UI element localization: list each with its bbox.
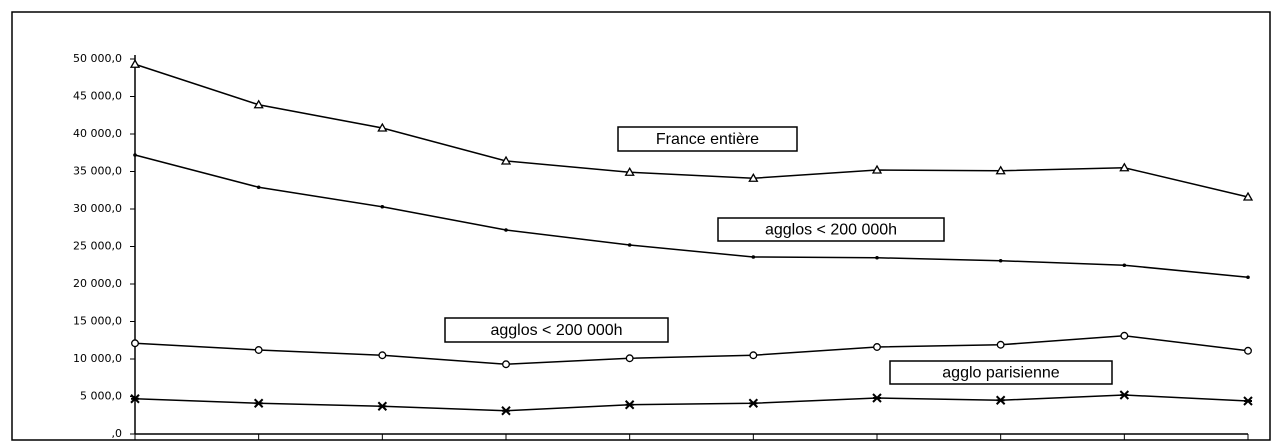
label-box	[717, 217, 945, 242]
marker	[627, 243, 632, 247]
marker	[504, 228, 508, 232]
marker	[625, 354, 634, 363]
series-label: agglos < 200 000h	[490, 322, 622, 339]
marker	[131, 339, 139, 348]
marker	[129, 58, 141, 68]
marker	[1246, 275, 1250, 280]
marker	[749, 351, 758, 360]
marker	[871, 164, 883, 174]
marker	[253, 99, 264, 109]
y-tick-label: 35 000,0	[73, 165, 122, 178]
marker	[378, 351, 387, 360]
label-box	[889, 360, 1113, 385]
marker	[1119, 390, 1130, 400]
marker	[1242, 191, 1254, 201]
marker	[130, 394, 140, 404]
marker	[872, 393, 882, 403]
marker	[995, 395, 1006, 405]
series-line	[134, 63, 1249, 198]
series-label: France entière	[656, 131, 759, 148]
frame	[11, 11, 1271, 441]
y-tick-label: 50 000,0	[73, 52, 122, 65]
marker	[253, 398, 264, 408]
marker	[133, 153, 137, 157]
y-tick-label: 20 000,0	[73, 277, 122, 290]
series-label: agglos < 200 000h	[765, 222, 897, 239]
marker	[377, 122, 388, 132]
marker	[500, 155, 512, 165]
marker	[748, 398, 759, 408]
marker	[1122, 263, 1127, 268]
marker	[380, 204, 385, 209]
y-tick-label: 5 000,0	[80, 390, 122, 403]
marker	[254, 346, 263, 354]
y-tick-label: 10 000,0	[73, 352, 122, 365]
y-tick-label: ,0	[112, 427, 123, 440]
marker	[751, 255, 756, 259]
marker	[502, 360, 510, 369]
marker	[996, 340, 1005, 349]
marker	[998, 258, 1003, 263]
marker	[256, 185, 261, 190]
label-box	[617, 126, 798, 152]
marker	[873, 343, 881, 351]
marker	[624, 400, 635, 410]
y-tick-label: 45 000,0	[73, 90, 122, 103]
y-tick-label: 15 000,0	[73, 315, 122, 328]
marker	[1120, 331, 1129, 340]
series-line	[134, 334, 1249, 366]
marker	[748, 172, 759, 182]
marker	[875, 255, 879, 260]
series-line	[134, 394, 1249, 412]
y-tick-label: 25 000,0	[73, 240, 122, 253]
y-tick-label: 30 000,0	[73, 202, 122, 215]
series-label: agglo parisienne	[942, 365, 1060, 382]
marker	[1244, 346, 1252, 355]
marker	[995, 165, 1006, 175]
marker	[624, 166, 635, 176]
marker	[1119, 162, 1130, 172]
marker	[1243, 396, 1253, 406]
series-line	[134, 154, 1249, 278]
marker	[501, 406, 511, 416]
marker	[377, 401, 388, 411]
y-tick-label: 40 000,0	[73, 127, 122, 140]
label-box	[444, 317, 669, 343]
